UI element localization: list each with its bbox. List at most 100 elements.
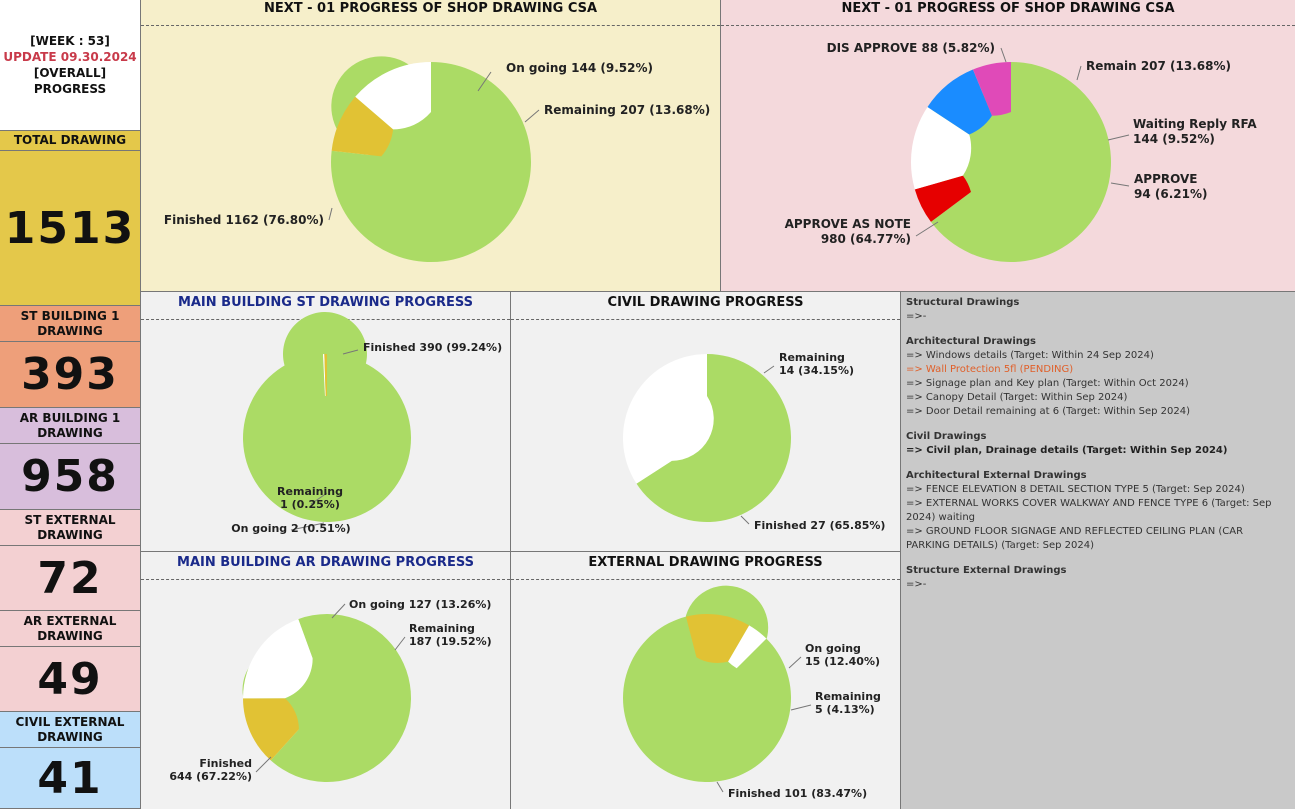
leader-line bbox=[1110, 182, 1130, 187]
notes-gap bbox=[906, 419, 1290, 430]
week-label: [WEEK : 53] bbox=[30, 34, 110, 48]
sidebar-block-label: ST BUILDING 1 DRAWING bbox=[0, 306, 140, 342]
panel-title: CIVIL DRAWING PROGRESS bbox=[511, 294, 900, 320]
progress-label: PROGRESS bbox=[33, 82, 107, 96]
sidebar-block-value: 41 bbox=[0, 748, 140, 809]
donut-chart-overall: On going 144 (9.52%) Remaining 207 (13.68… bbox=[164, 56, 710, 262]
donut-chart-approval: DIS APPROVE 88 (5.82%) Remain 207 (13.68%… bbox=[785, 41, 1257, 262]
data-label: APPROVE 94 (6.21%) bbox=[1134, 172, 1207, 201]
update-date: UPDATE 09.30.2024 bbox=[3, 50, 137, 64]
notes-line: => EXTERNAL WORKS COVER WALKWAY AND FENC… bbox=[906, 498, 1272, 523]
sidebar-block-label: TOTAL DRAWING bbox=[0, 131, 140, 151]
donut-slice-remaining bbox=[623, 354, 714, 484]
sidebar-block: ST BUILDING 1 DRAWING 393 bbox=[0, 306, 140, 408]
data-label: Waiting Reply RFA 144 (9.52%) bbox=[1133, 117, 1257, 146]
sidebar-block: CIVIL EXTERNAL DRAWING 41 bbox=[0, 712, 140, 809]
data-label: Finished 390 (99.24%) bbox=[363, 341, 502, 354]
data-label: On going 127 (13.26%) bbox=[349, 598, 491, 611]
donut-slice-remaining bbox=[728, 625, 767, 669]
donut-slice-on-going bbox=[324, 354, 327, 397]
sidebar-block-label-line: TOTAL DRAWING bbox=[13, 133, 127, 147]
sidebar-block-label: AR BUILDING 1 DRAWING bbox=[0, 408, 140, 444]
leader-line bbox=[1107, 134, 1130, 141]
sidebar: [WEEK : 53] UPDATE 09.30.2024 [OVERALL] … bbox=[0, 0, 141, 809]
notes-heading: Civil Drawings bbox=[906, 431, 987, 442]
donut-slice-remaining bbox=[355, 62, 431, 130]
sidebar-block-value: 1513 bbox=[0, 151, 140, 306]
data-label: Remaining 1 (0.25%) bbox=[277, 485, 343, 511]
donut-slice-on-going bbox=[243, 698, 299, 761]
leader-line bbox=[255, 756, 272, 773]
donut-chart-st-building: Finished 390 (99.24%) Remaining 1 (0.25%) O… bbox=[231, 312, 502, 535]
sidebar-block-label-line: DRAWING bbox=[37, 323, 103, 338]
notes-panel: Structural Drawings =>- Architectural Draw… bbox=[901, 292, 1295, 809]
leader-line bbox=[394, 636, 406, 651]
sidebar-block-value: 393 bbox=[0, 342, 140, 408]
notes-heading: Architectural Drawings bbox=[906, 336, 1036, 347]
leader-line bbox=[524, 109, 540, 123]
donut-slice-finished bbox=[243, 312, 411, 522]
leader-line bbox=[740, 515, 750, 525]
donut-slice-remaining bbox=[322, 354, 326, 397]
panel-title: EXTERNAL DRAWING PROGRESS bbox=[511, 554, 900, 580]
donut-slice-on-going bbox=[685, 614, 750, 664]
data-label: On going 144 (9.52%) bbox=[506, 61, 653, 75]
leader-line bbox=[763, 365, 775, 374]
panel-overall-progress: NEXT - 01 PROGRESS OF SHOP DRAWING CSA O… bbox=[141, 0, 721, 292]
sidebar-block-value: 49 bbox=[0, 647, 140, 712]
donut-slice-on-going bbox=[331, 96, 394, 157]
sidebar-block-label: AR EXTERNAL DRAWING bbox=[0, 611, 140, 647]
notes-gap bbox=[906, 324, 1290, 335]
notes-heading: Structure External Drawings bbox=[906, 565, 1067, 576]
notes-gap bbox=[906, 458, 1290, 469]
leader-line bbox=[1076, 65, 1082, 81]
panel-title: NEXT - 01 PROGRESS OF SHOP DRAWING CSA bbox=[721, 0, 1295, 26]
sidebar-block: TOTAL DRAWING 1513 bbox=[0, 131, 140, 306]
data-label: On going 15 (12.40%) bbox=[805, 642, 880, 668]
sidebar-block: ST EXTERNAL DRAWING 72 bbox=[0, 510, 140, 611]
notes-line: => FENCE ELEVATION 8 DETAIL SECTION TYPE… bbox=[906, 484, 1245, 495]
leader-line bbox=[331, 603, 346, 619]
leader-line bbox=[477, 71, 492, 92]
sidebar-block-label-line: DRAWING bbox=[37, 729, 103, 744]
notes-line: => Signage plan and Key plan (Target: Wi… bbox=[906, 378, 1189, 389]
data-label: DIS APPROVE 88 (5.82%) bbox=[827, 41, 995, 55]
sidebar-block-label-line: DRAWING bbox=[37, 425, 103, 440]
notes-line: => Canopy Detail (Target: Within Sep 202… bbox=[906, 392, 1128, 403]
notes-line: => GROUND FLOOR SIGNAGE AND REFLECTED CE… bbox=[906, 526, 1244, 551]
notes-line: => Door Detail remaining at 6 (Target: W… bbox=[906, 406, 1191, 417]
sidebar-block-label-line: CIVIL EXTERNAL bbox=[15, 714, 125, 729]
notes-line: => Wall Protection 5fl (PENDING) bbox=[906, 364, 1074, 375]
data-label: Remaining 14 (34.15%) bbox=[779, 351, 854, 377]
notes-heading: Structural Drawings bbox=[906, 297, 1020, 308]
data-label: Finished 101 (83.47%) bbox=[728, 787, 867, 800]
donut-chart-civil: Remaining 14 (34.15%) Finished 27 (65.85%) bbox=[623, 351, 885, 532]
leader-line bbox=[790, 704, 812, 711]
notes-line: =>- bbox=[906, 579, 927, 590]
notes-line: =>- bbox=[906, 311, 927, 322]
donut-chart-ar-building: On going 127 (13.26%) Remaining 187 (19.52… bbox=[169, 598, 492, 783]
overall-label: [OVERALL] bbox=[33, 66, 107, 80]
sidebar-header: [WEEK : 53] UPDATE 09.30.2024 [OVERALL] … bbox=[0, 0, 140, 131]
data-label: Finished 27 (65.85%) bbox=[754, 519, 885, 532]
donut-slice-remain bbox=[911, 106, 972, 190]
panel-ar-building: MAIN BUILDING AR DRAWING PROGRESS On goi… bbox=[141, 552, 511, 809]
sidebar-block-label-line: ST EXTERNAL bbox=[24, 512, 116, 527]
data-label: Remaining 207 (13.68%) bbox=[544, 103, 710, 117]
notes-heading: Architectural External Drawings bbox=[906, 470, 1087, 481]
leader-line bbox=[788, 656, 802, 669]
leader-line bbox=[290, 522, 325, 531]
panel-external: EXTERNAL DRAWING PROGRESS On going 15 (12… bbox=[511, 552, 901, 809]
data-label: APPROVE AS NOTE 980 (64.77%) bbox=[785, 217, 911, 246]
leader-line bbox=[342, 349, 359, 355]
leader-line bbox=[1000, 47, 1007, 63]
leader-line bbox=[310, 492, 328, 505]
leader-line bbox=[716, 781, 724, 793]
sidebar-block-label-line: AR EXTERNAL bbox=[23, 613, 117, 628]
sidebar-block-label-line: DRAWING bbox=[37, 628, 103, 643]
panel-st-building: MAIN BUILDING ST DRAWING PROGRESS Finish… bbox=[141, 292, 511, 552]
data-label: Remaining 187 (19.52%) bbox=[409, 622, 492, 648]
sidebar-block-label-line: DRAWING bbox=[37, 527, 103, 542]
data-label: Finished 644 (67.22%) bbox=[169, 757, 252, 783]
sidebar-block: AR EXTERNAL DRAWING 49 bbox=[0, 611, 140, 712]
